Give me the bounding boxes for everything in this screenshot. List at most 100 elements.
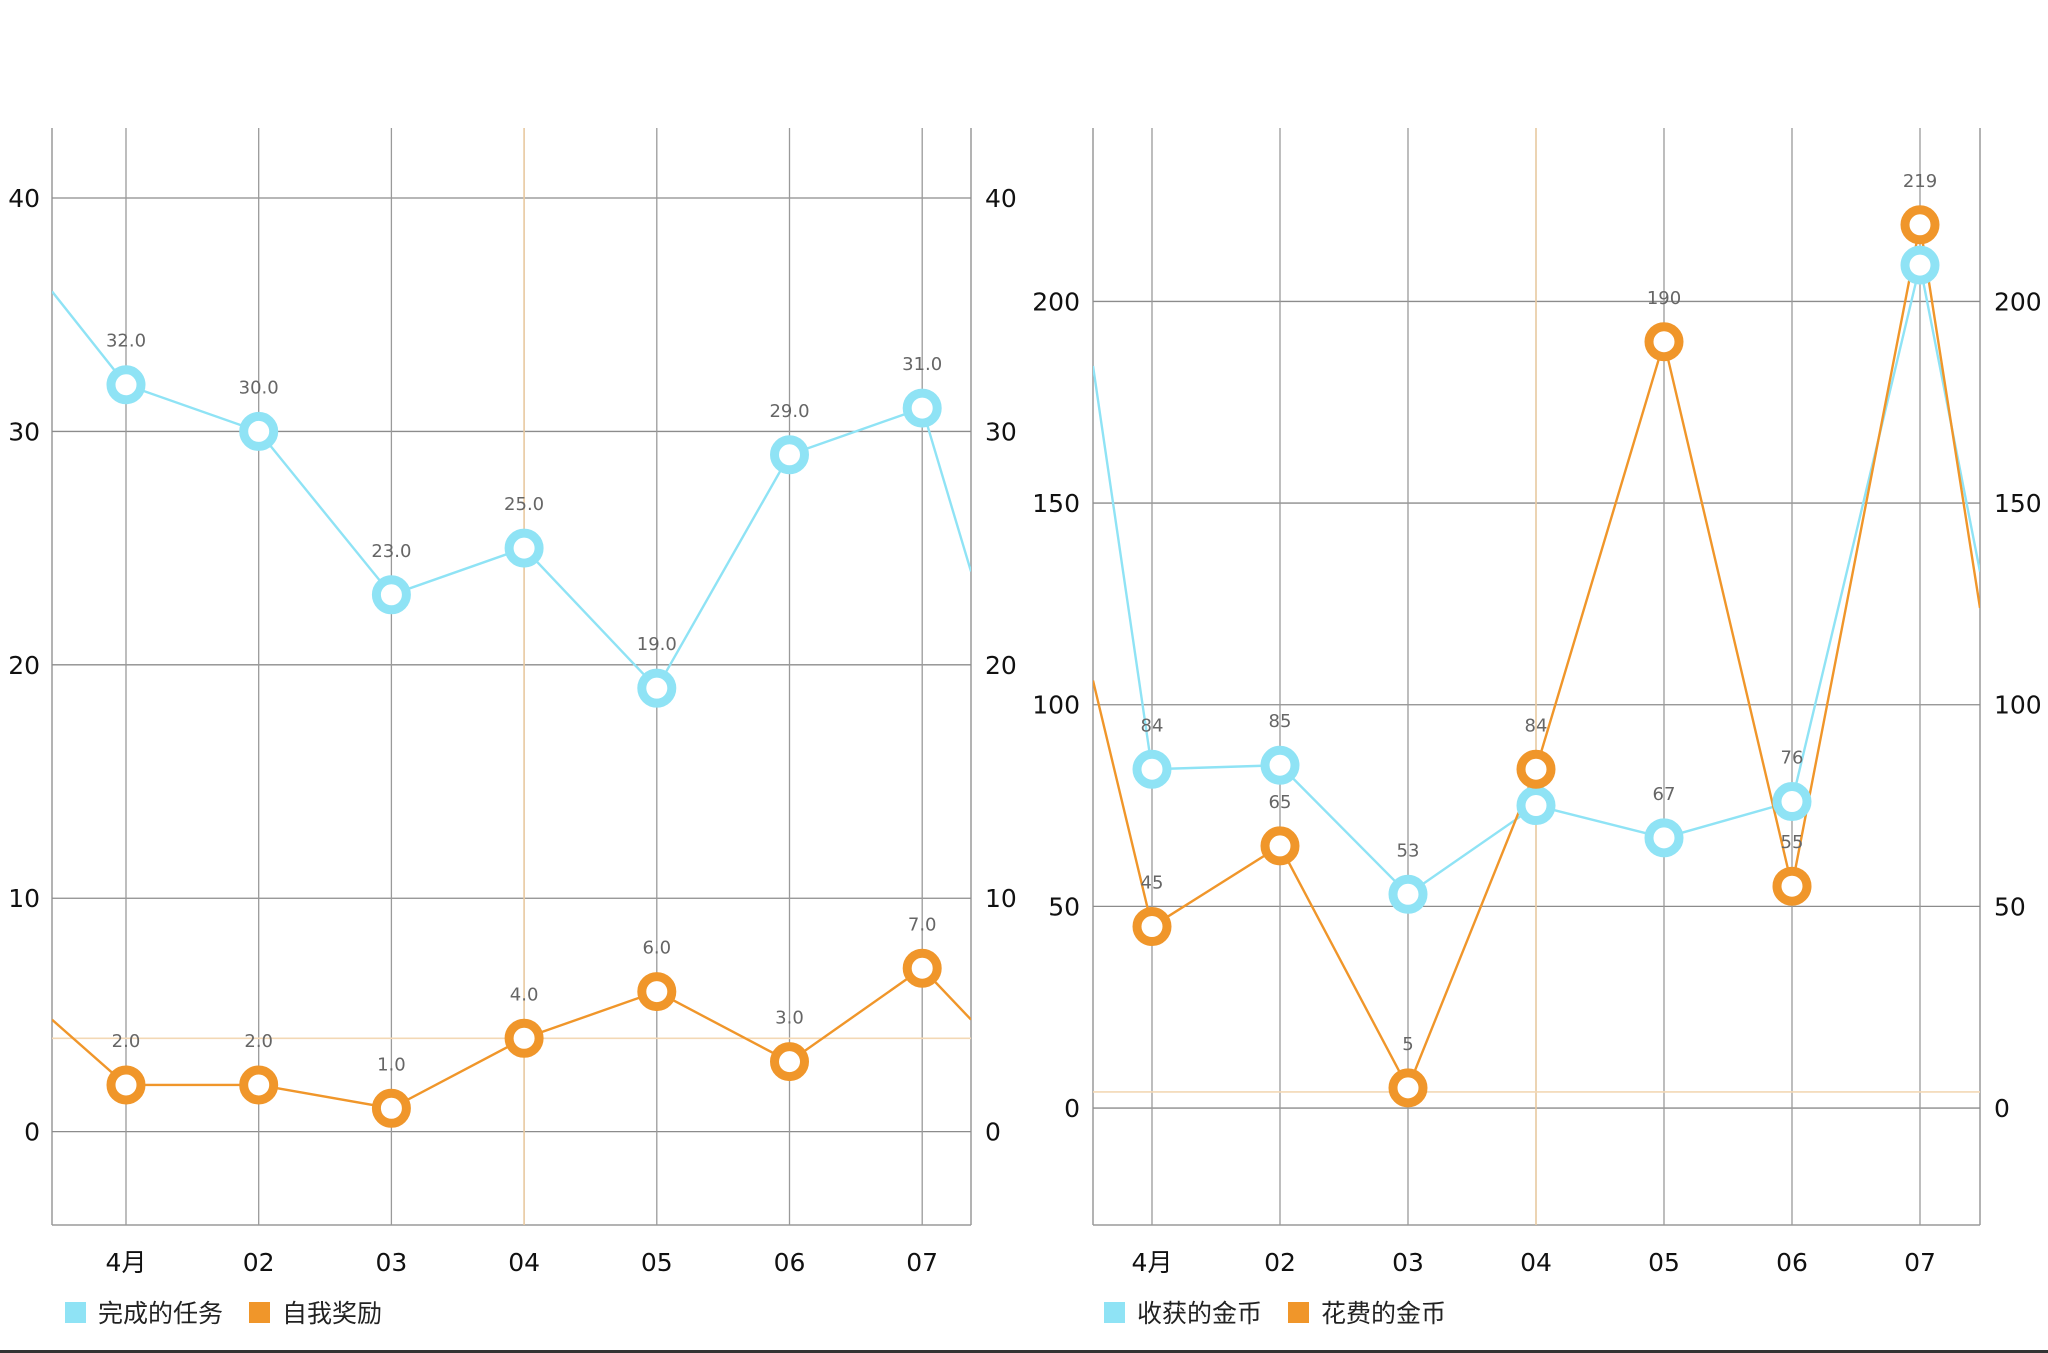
- bottom-border: [0, 1350, 2048, 1353]
- series-1-point-3: [504, 1018, 544, 1058]
- legend-tasks-rewards: 完成的任务 自我奖励: [65, 1294, 408, 1330]
- series-1-point-6: [902, 948, 942, 988]
- y-tick-right-40: 40: [985, 184, 1017, 213]
- series-1-label-4: 6.0: [642, 938, 671, 959]
- legend-coins: 收获的金币 花费的金币: [1104, 1294, 1472, 1330]
- y-tick-left-0: 0: [1064, 1094, 1080, 1123]
- x-tick-02: 02: [1264, 1248, 1296, 1277]
- series-1-label-6: 7.0: [908, 914, 937, 935]
- series-0-label-0: 32.0: [106, 331, 146, 352]
- x-tick-4: 4月: [1132, 1248, 1173, 1277]
- series-1-label-5: 55: [1781, 832, 1804, 853]
- series-0-point-5: [1772, 782, 1812, 822]
- series-1-point-2: [1388, 1068, 1428, 1108]
- legend-swatch-completed-tasks: [65, 1301, 86, 1323]
- x-tick-03: 03: [1392, 1248, 1424, 1277]
- y-tick-left-100: 100: [1032, 691, 1080, 720]
- legend-swatch-self-reward: [249, 1301, 271, 1323]
- legend-item-coins-earned: 收获的金币: [1104, 1294, 1262, 1330]
- series-1-label-5: 3.0: [775, 1008, 804, 1029]
- series-0-point-6: [1900, 245, 1940, 285]
- x-tick-05: 05: [1648, 1248, 1680, 1277]
- legend-label-completed-tasks: 完成的任务: [98, 1299, 224, 1328]
- series-0-point-0: [1132, 749, 1172, 789]
- tasks-rewards-chart: 0 0 10 10 20 20 30 30 40 40 4月 02 03 04 05 06 07 32.0 30.0…: [8, 128, 1017, 1277]
- series-1-label-6: 219: [1903, 171, 1937, 192]
- series-1-point-5: [1772, 866, 1812, 906]
- legend-label-coins-earned: 收获的金币: [1137, 1299, 1263, 1328]
- series-line-0: [52, 290, 971, 691]
- series-1-label-3: 84: [1525, 715, 1548, 736]
- y-tick-right-200: 200: [1994, 287, 2042, 316]
- series-1-point-0: [106, 1065, 146, 1105]
- series-0-label-3: 25.0: [504, 494, 544, 515]
- series-0-point-4: [1644, 818, 1684, 858]
- y-tick-left-30: 30: [8, 417, 40, 446]
- series-0-label-1: 30.0: [239, 377, 279, 398]
- series-0-point-6: [902, 388, 942, 428]
- series-0-point-1: [239, 411, 279, 451]
- y-tick-left-0: 0: [24, 1118, 40, 1147]
- series-0-label-0: 84: [1141, 715, 1164, 736]
- series-0-label-5: 76: [1781, 748, 1804, 769]
- series-0-point-0: [106, 365, 146, 405]
- legend-swatch-coins-earned: [1104, 1301, 1125, 1323]
- series-0-point-2: [1388, 874, 1428, 914]
- series-0-point-2: [371, 575, 411, 615]
- series-1-label-3: 4.0: [510, 984, 539, 1005]
- series-1-label-0: 45: [1141, 873, 1164, 894]
- x-tick-04: 04: [508, 1248, 540, 1277]
- series-1-point-4: [1644, 322, 1684, 362]
- y-tick-left-50: 50: [1048, 892, 1080, 921]
- series-1-label-1: 2.0: [244, 1031, 273, 1052]
- series-1-label-1: 65: [1269, 792, 1292, 813]
- y-tick-right-50: 50: [1994, 892, 2026, 921]
- x-tick-05: 05: [641, 1248, 673, 1277]
- y-tick-right-0: 0: [985, 1118, 1001, 1147]
- legend-label-self-reward: 自我奖励: [282, 1299, 383, 1328]
- x-tick-07: 07: [1904, 1248, 1936, 1277]
- series-1-point-2: [371, 1088, 411, 1128]
- coins-chart: 0 0 50 50 100 100 150 150 200 200 4月 02 03 04 05 06 07 84…: [1032, 128, 2042, 1277]
- x-tick-06: 06: [1776, 1248, 1808, 1277]
- x-tick-03: 03: [375, 1248, 407, 1277]
- y-tick-left-10: 10: [8, 884, 40, 913]
- series-1-label-2: 1.0: [377, 1054, 406, 1075]
- series-1-point-3: [1516, 749, 1556, 789]
- series-1-point-5: [770, 1042, 809, 1082]
- series-0-label-2: 53: [1397, 840, 1420, 861]
- y-tick-left-40: 40: [8, 184, 40, 213]
- legend-label-coins-spent: 花费的金币: [1321, 1299, 1447, 1328]
- series-0-label-5: 29.0: [769, 401, 809, 422]
- series-0-label-4: 67: [1653, 784, 1676, 805]
- y-tick-right-0: 0: [1994, 1094, 2010, 1123]
- y-tick-right-10: 10: [985, 884, 1017, 913]
- series-0-label-2: 23.0: [371, 541, 411, 562]
- series-0-label-6: 31.0: [902, 354, 942, 375]
- series-0-point-5: [770, 435, 809, 475]
- series-0-point-3: [504, 528, 544, 568]
- series-1-label-4: 190: [1647, 288, 1681, 309]
- y-tick-left-150: 150: [1032, 489, 1080, 518]
- x-tick-02: 02: [243, 1248, 275, 1277]
- series-1-point-0: [1132, 907, 1172, 947]
- series-1-point-1: [1260, 826, 1300, 866]
- series-1-point-4: [637, 972, 677, 1012]
- series-0-point-3: [1516, 786, 1556, 826]
- series-1-point-6: [1900, 205, 1940, 245]
- y-tick-left-200: 200: [1032, 287, 1080, 316]
- y-tick-right-30: 30: [985, 417, 1017, 446]
- series-1-label-0: 2.0: [112, 1031, 141, 1052]
- x-tick-07: 07: [906, 1248, 938, 1277]
- series-0-point-1: [1260, 745, 1300, 785]
- y-tick-right-20: 20: [985, 651, 1017, 680]
- y-tick-left-20: 20: [8, 651, 40, 680]
- legend-item-completed-tasks: 完成的任务: [65, 1294, 223, 1330]
- x-tick-04: 04: [1520, 1248, 1552, 1277]
- legend-swatch-coins-spent: [1288, 1301, 1310, 1323]
- series-1-point-1: [239, 1065, 279, 1105]
- y-tick-right-100: 100: [1994, 691, 2042, 720]
- legend-item-self-reward: 自我奖励: [249, 1294, 382, 1330]
- x-tick-4: 4月: [106, 1248, 147, 1277]
